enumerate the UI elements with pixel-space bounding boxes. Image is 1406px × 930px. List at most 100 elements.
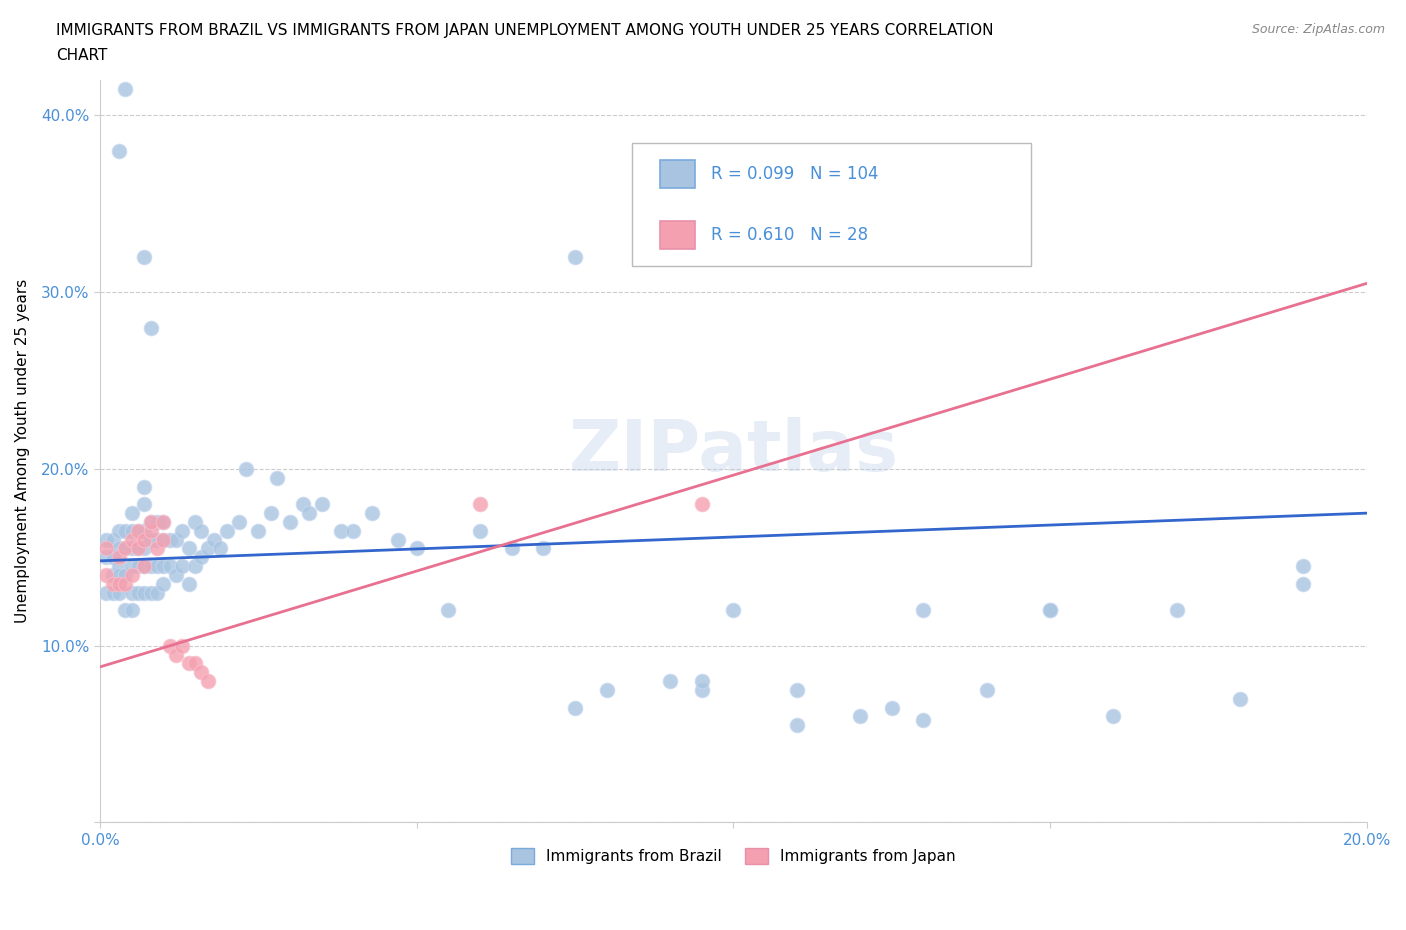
Point xyxy=(121,603,143,618)
Point xyxy=(96,541,118,556)
Point xyxy=(172,638,194,653)
Point xyxy=(1166,603,1188,618)
Point xyxy=(184,559,207,574)
Point xyxy=(197,673,219,688)
Point xyxy=(247,524,270,538)
Point xyxy=(101,550,124,565)
Point xyxy=(134,559,156,574)
Point xyxy=(690,249,713,264)
Point xyxy=(291,497,314,512)
Point xyxy=(159,532,181,547)
Point xyxy=(197,541,219,556)
Point xyxy=(342,524,364,538)
Point xyxy=(114,567,136,582)
Text: R = 0.610   N = 28: R = 0.610 N = 28 xyxy=(710,226,868,245)
Point xyxy=(228,514,250,529)
Point xyxy=(177,656,200,671)
Point xyxy=(108,143,131,158)
Point xyxy=(152,559,174,574)
Point xyxy=(152,532,174,547)
Point xyxy=(146,541,169,556)
Point xyxy=(152,532,174,547)
Point xyxy=(134,497,156,512)
Point xyxy=(96,550,118,565)
Point xyxy=(127,524,149,538)
Point xyxy=(209,541,232,556)
Point xyxy=(134,541,156,556)
Point xyxy=(912,603,935,618)
Point xyxy=(114,541,136,556)
Point xyxy=(298,506,321,521)
Point xyxy=(278,514,301,529)
Point xyxy=(139,585,162,600)
Text: Source: ZipAtlas.com: Source: ZipAtlas.com xyxy=(1251,23,1385,36)
Point xyxy=(165,532,187,547)
Point xyxy=(101,585,124,600)
Point xyxy=(184,514,207,529)
Point xyxy=(139,514,162,529)
Point xyxy=(121,567,143,582)
Point xyxy=(976,683,998,698)
Point xyxy=(912,712,935,727)
Point xyxy=(172,524,194,538)
FancyBboxPatch shape xyxy=(659,221,696,249)
Point xyxy=(139,559,162,574)
Point xyxy=(1292,577,1315,591)
Point xyxy=(121,532,143,547)
Legend: Immigrants from Brazil, Immigrants from Japan: Immigrants from Brazil, Immigrants from … xyxy=(505,843,962,870)
Point xyxy=(127,559,149,574)
FancyBboxPatch shape xyxy=(633,143,1031,266)
Point xyxy=(108,577,131,591)
Point xyxy=(127,585,149,600)
Point xyxy=(108,559,131,574)
Point xyxy=(152,577,174,591)
Point xyxy=(101,567,124,582)
Point xyxy=(437,603,460,618)
Point xyxy=(159,638,181,653)
Point xyxy=(235,461,257,476)
Point xyxy=(596,683,619,698)
Point xyxy=(114,541,136,556)
Point xyxy=(139,532,162,547)
Point xyxy=(108,550,131,565)
Point xyxy=(311,497,333,512)
Text: IMMIGRANTS FROM BRAZIL VS IMMIGRANTS FROM JAPAN UNEMPLOYMENT AMONG YOUTH UNDER 2: IMMIGRANTS FROM BRAZIL VS IMMIGRANTS FRO… xyxy=(56,23,994,38)
Point xyxy=(177,541,200,556)
Point xyxy=(134,479,156,494)
Point xyxy=(146,585,169,600)
Point xyxy=(215,524,238,538)
Point xyxy=(659,673,682,688)
Point xyxy=(134,249,156,264)
Point xyxy=(468,497,491,512)
Point xyxy=(96,532,118,547)
Point xyxy=(266,471,288,485)
Point xyxy=(108,524,131,538)
Point xyxy=(880,700,903,715)
Point xyxy=(159,559,181,574)
Point xyxy=(134,524,156,538)
Point xyxy=(1102,709,1125,724)
Point xyxy=(177,577,200,591)
Point xyxy=(184,656,207,671)
Point xyxy=(723,603,745,618)
Text: ZIPatlas: ZIPatlas xyxy=(568,417,898,485)
Point xyxy=(146,559,169,574)
Point xyxy=(190,524,212,538)
Point xyxy=(165,567,187,582)
Point xyxy=(531,541,554,556)
Point xyxy=(146,514,169,529)
Point xyxy=(1039,603,1062,618)
Point xyxy=(108,541,131,556)
Point xyxy=(96,585,118,600)
Text: CHART: CHART xyxy=(56,48,108,63)
Point xyxy=(134,585,156,600)
Point xyxy=(190,550,212,565)
Point xyxy=(690,673,713,688)
Point xyxy=(165,647,187,662)
Point xyxy=(108,585,131,600)
Point xyxy=(1292,559,1315,574)
Point xyxy=(260,506,283,521)
Point xyxy=(786,718,808,733)
Y-axis label: Unemployment Among Youth under 25 years: Unemployment Among Youth under 25 years xyxy=(15,279,30,623)
Point xyxy=(121,585,143,600)
